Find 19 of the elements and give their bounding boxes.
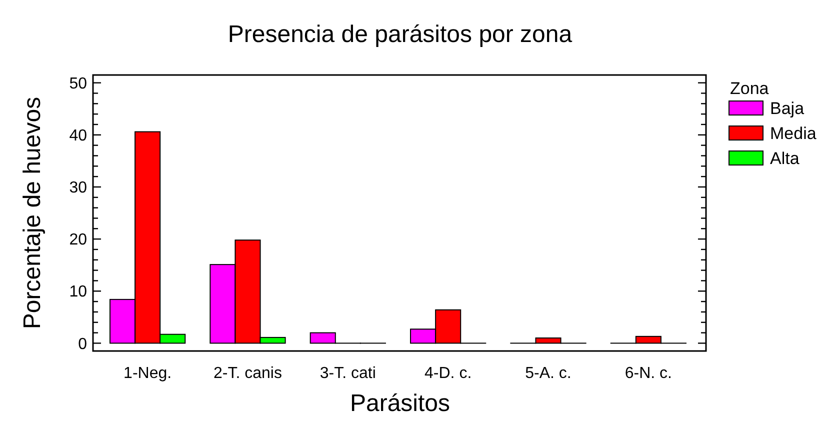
x-tick-label: 5-A. c.	[525, 365, 572, 382]
legend-label: Baja	[770, 98, 805, 118]
y-tick-label: 20	[69, 232, 88, 249]
x-tick-label: 2-T. canis	[214, 365, 282, 382]
y-axis-title: Porcentaje de huevos	[19, 96, 46, 330]
y-tick-label: 30	[69, 180, 88, 197]
y-tick-label: 0	[78, 336, 88, 353]
y-tick-label: 10	[69, 284, 88, 301]
legend-label: Alta	[770, 148, 800, 168]
x-tick-label: 4-D. c.	[424, 365, 472, 382]
x-tick-label: 1-Neg.	[124, 365, 172, 382]
x-tick-label: 6-N. c.	[624, 365, 672, 382]
legend-title: Zona	[730, 79, 770, 98]
x-tick-label: 3-T. cati	[320, 365, 376, 382]
x-axis-title: Parásitos	[350, 390, 450, 417]
chart-title: Presencia de parásitos por zona	[228, 21, 573, 48]
legend-label: Media	[770, 124, 817, 143]
y-tick-label: 50	[69, 75, 88, 92]
y-tick-label: 40	[69, 127, 88, 144]
